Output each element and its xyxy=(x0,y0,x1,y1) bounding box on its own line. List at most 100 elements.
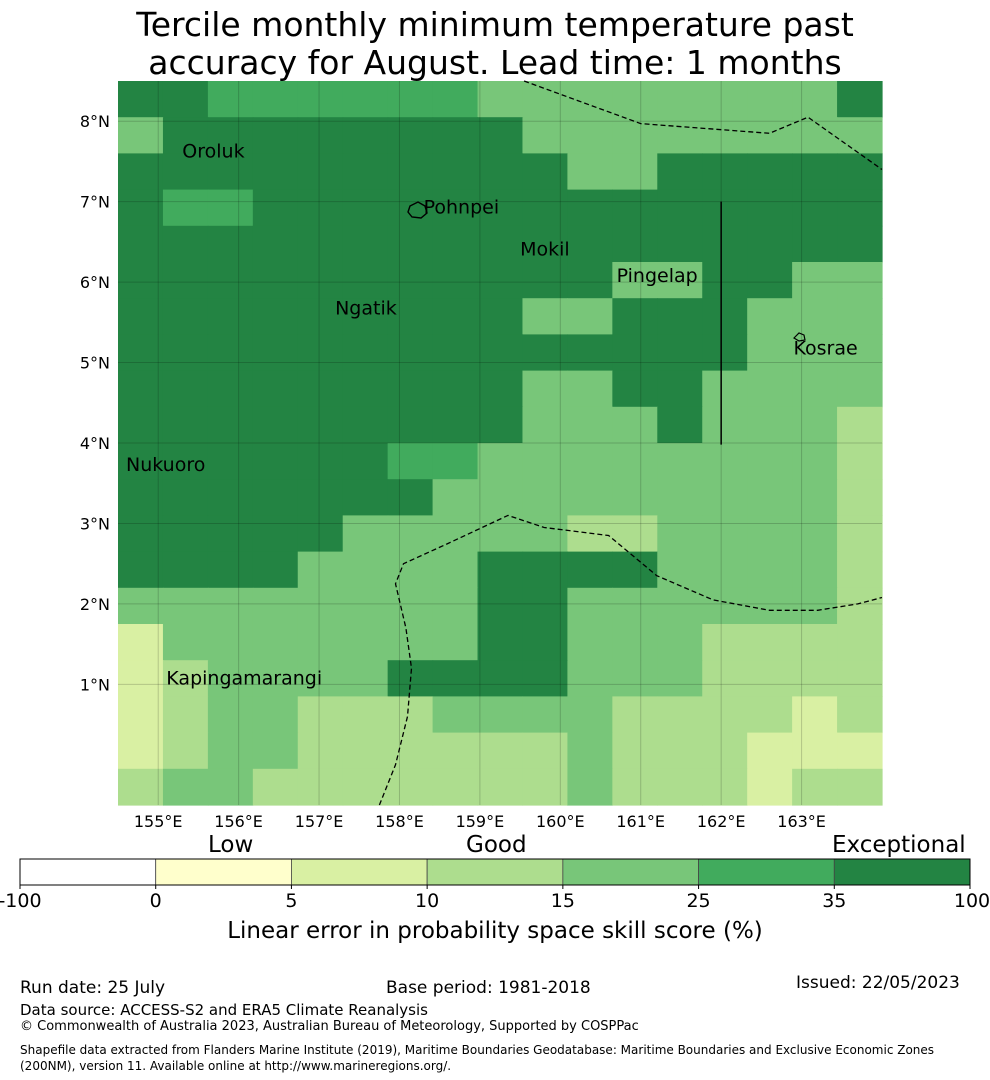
grid-cell xyxy=(477,624,524,661)
copyright: © Commonwealth of Australia 2023, Austra… xyxy=(20,1019,639,1034)
grid-cell xyxy=(702,587,748,625)
grid-cell xyxy=(702,696,748,734)
lat-tick-label: 3°N xyxy=(80,514,110,533)
grid-cell xyxy=(252,298,299,335)
grid-cell xyxy=(657,406,703,444)
grid-cell xyxy=(342,370,389,408)
grid-cell xyxy=(522,732,569,770)
shapefile-line-1: Shapefile data extracted from Flanders M… xyxy=(20,1043,935,1057)
grid-cell xyxy=(477,406,524,444)
grid-cell xyxy=(477,370,524,408)
grid-cell xyxy=(522,624,569,661)
grid-cell xyxy=(837,479,883,516)
grid-cell xyxy=(432,660,479,697)
colorbar-tick-label: 0 xyxy=(149,890,162,912)
grid-cell xyxy=(477,696,524,734)
grid-cell xyxy=(162,370,209,408)
grid-cell xyxy=(342,153,389,191)
grid-cell xyxy=(567,406,613,444)
grid-cell xyxy=(567,153,613,191)
grid-cell xyxy=(207,153,254,191)
grid-cell xyxy=(702,370,748,408)
colorbar xyxy=(19,858,971,889)
grid-cell xyxy=(747,298,793,335)
grid-cell xyxy=(612,624,658,661)
skill-map: Oroluk Pohnpei Mokil Pingelap Ngatik Kosrae Nu… xyxy=(80,80,883,831)
colorbar-bin xyxy=(698,858,835,886)
place-labels: Oroluk Pohnpei Mokil Pingelap Ngatik Kosrae Nu… xyxy=(126,140,858,689)
grid-cell xyxy=(342,443,389,480)
grid-cell xyxy=(342,551,389,589)
grid-cell xyxy=(612,153,658,191)
grid-cell xyxy=(522,696,569,734)
colorbar-bin xyxy=(19,858,157,886)
grid-cell xyxy=(118,189,164,227)
grid-cell xyxy=(252,624,299,661)
grid-cell xyxy=(747,443,793,480)
grid-cell xyxy=(432,117,479,154)
grid-cell xyxy=(567,225,613,263)
grid-cell xyxy=(612,262,658,299)
grid-cell xyxy=(207,732,254,770)
grid-cell xyxy=(207,479,254,516)
grid-cell xyxy=(522,551,569,589)
grid-cell xyxy=(432,153,479,191)
grid-cell xyxy=(837,768,883,806)
grid-cell xyxy=(342,298,389,335)
lon-tick-label: 157°E xyxy=(295,812,344,831)
grid-cell xyxy=(207,370,254,408)
grid-cell xyxy=(657,225,703,263)
grid-cell xyxy=(162,153,209,191)
grid-cell xyxy=(342,768,389,806)
grid-cell xyxy=(702,479,748,516)
grid-cell xyxy=(657,262,703,299)
grid-cell xyxy=(522,298,569,335)
grid-cell xyxy=(747,768,793,806)
grid-cell xyxy=(432,696,479,734)
colorbar-bin xyxy=(155,858,292,886)
grid-cell xyxy=(612,732,658,770)
grid-cell xyxy=(297,370,344,408)
grid-cell xyxy=(252,370,299,408)
grid-cell xyxy=(252,660,299,697)
grid-cell xyxy=(792,153,838,191)
grid-cell xyxy=(207,660,254,697)
grid-cell xyxy=(837,117,883,154)
grid-cell xyxy=(837,189,883,227)
grid-cell xyxy=(297,696,344,734)
eez-boundaries xyxy=(378,80,883,806)
grid-cell xyxy=(477,117,524,154)
grid-cell xyxy=(118,587,164,625)
grid-cell xyxy=(747,406,793,444)
lon-tick-label: 159°E xyxy=(456,812,505,831)
grid-cell xyxy=(118,153,164,191)
grid-cell xyxy=(792,298,838,335)
grid-cell xyxy=(567,117,613,154)
grid-cell xyxy=(432,406,479,444)
grid-cell xyxy=(297,768,344,806)
kosrae-island xyxy=(793,332,806,342)
grid-cell xyxy=(297,515,344,553)
grid-cell xyxy=(252,189,299,227)
grid-cell xyxy=(657,298,703,335)
colorbar-tick-label: 5 xyxy=(285,890,298,912)
colorbar-tick-label: 35 xyxy=(822,890,847,912)
grid-cell xyxy=(657,334,703,372)
grid-cell xyxy=(657,81,703,118)
grid-cell xyxy=(612,189,658,227)
grid-cell xyxy=(702,189,748,227)
grid-cell xyxy=(657,732,703,770)
grid-cell xyxy=(477,768,524,806)
grid-cell xyxy=(792,587,838,625)
grid-cell xyxy=(612,443,658,480)
grid-cell xyxy=(162,732,209,770)
lat-tick-label: 2°N xyxy=(80,595,110,614)
grid-cell xyxy=(342,515,389,553)
grid-cell xyxy=(792,515,838,553)
grid-cell xyxy=(522,515,569,553)
grid-cell xyxy=(387,587,434,625)
colorbar-tick-label: -100 xyxy=(0,890,42,912)
grid-cell xyxy=(297,189,344,227)
grid-cell xyxy=(702,443,748,480)
grid-cell xyxy=(477,334,524,372)
